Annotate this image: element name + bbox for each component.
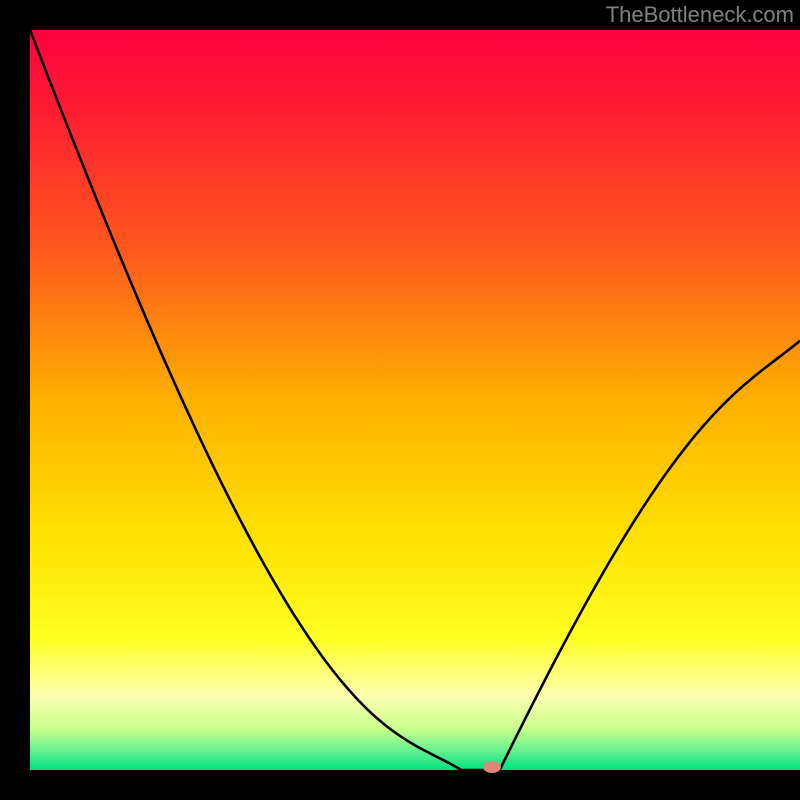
chart-svg	[0, 0, 800, 800]
chart-stage: TheBottleneck.com	[0, 0, 800, 800]
watermark-label: TheBottleneck.com	[606, 2, 794, 28]
optimal-point-marker	[483, 761, 501, 773]
plot-background	[30, 30, 800, 770]
